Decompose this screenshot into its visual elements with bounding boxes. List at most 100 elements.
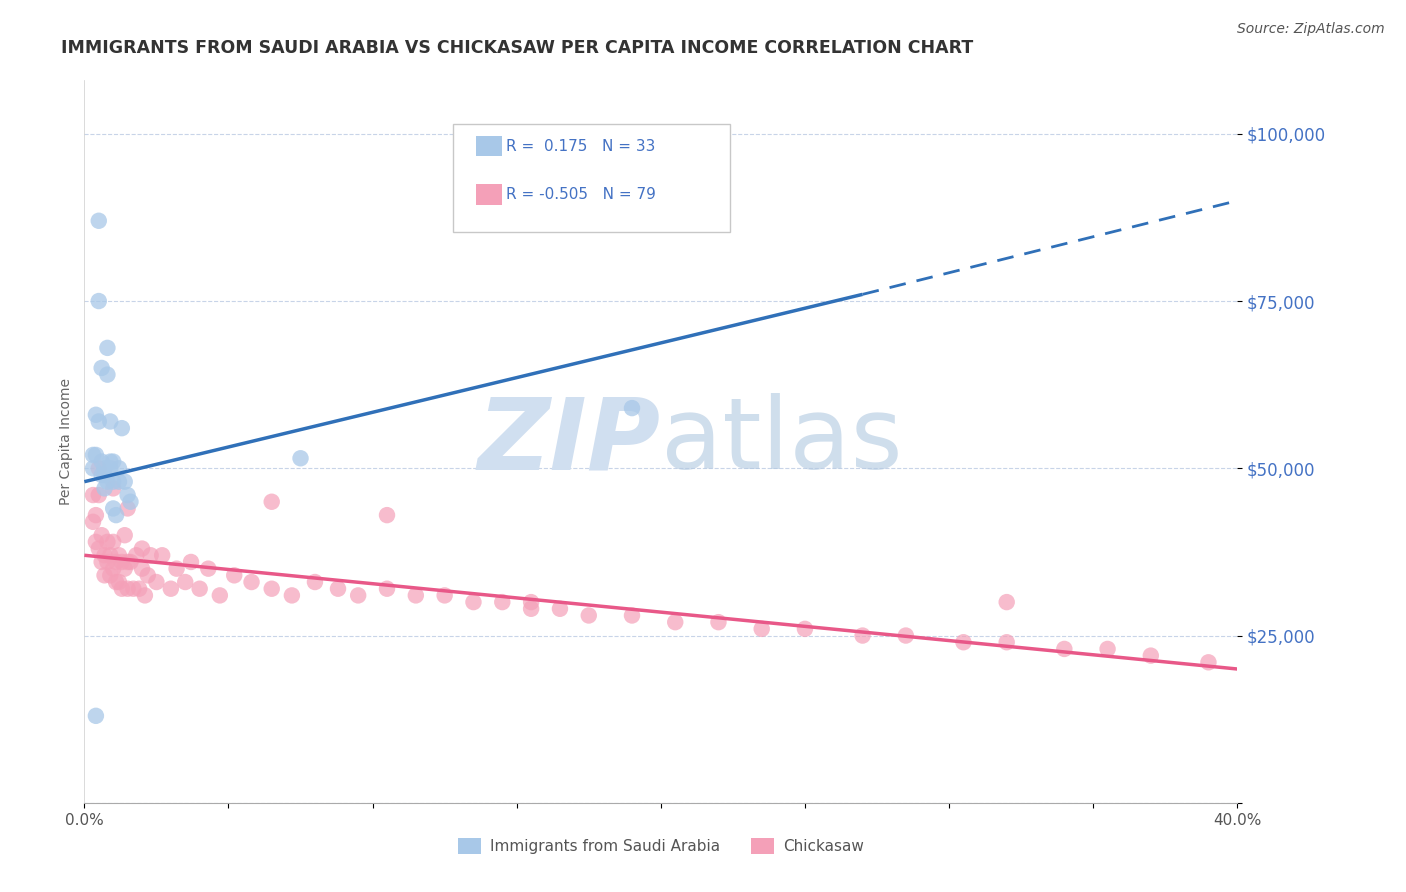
- Text: R =  0.175   N = 33: R = 0.175 N = 33: [506, 138, 655, 153]
- Point: [84, 448, 107, 462]
- Point: [84, 534, 107, 549]
- Point: [84, 408, 107, 422]
- Point: [120, 494, 142, 508]
- Text: IMMIGRANTS FROM SAUDI ARABIA VS CHICKASAW PER CAPITA INCOME CORRELATION CHART: IMMIGRANTS FROM SAUDI ARABIA VS CHICKASA…: [62, 38, 973, 56]
- Point: [995, 635, 1018, 649]
- Point: [136, 568, 159, 582]
- Point: [108, 461, 131, 475]
- Point: [180, 555, 202, 569]
- Point: [122, 582, 145, 596]
- Point: [166, 562, 188, 576]
- Point: [240, 575, 263, 590]
- Point: [103, 454, 124, 469]
- Point: [90, 454, 112, 469]
- Point: [952, 635, 974, 649]
- Point: [128, 582, 150, 596]
- Point: [150, 548, 173, 563]
- Text: Source: ZipAtlas.com: Source: ZipAtlas.com: [1237, 22, 1385, 37]
- Point: [98, 454, 121, 469]
- Point: [707, 615, 730, 630]
- Point: [103, 501, 124, 516]
- Point: [93, 548, 115, 563]
- Point: [98, 461, 121, 475]
- Point: [117, 488, 139, 502]
- Point: [103, 562, 124, 576]
- Point: [578, 608, 600, 623]
- Point: [326, 582, 349, 596]
- Point: [1053, 642, 1076, 657]
- Point: [117, 501, 139, 516]
- Point: [93, 467, 115, 482]
- Point: [105, 555, 128, 569]
- Point: [664, 615, 686, 630]
- Point: [751, 622, 773, 636]
- Point: [304, 575, 326, 590]
- Point: [103, 475, 124, 489]
- Point: [1097, 642, 1119, 657]
- Point: [87, 541, 110, 556]
- Y-axis label: Per Capita Income: Per Capita Income: [59, 378, 73, 505]
- Point: [82, 448, 104, 462]
- Text: atlas: atlas: [661, 393, 903, 490]
- Point: [621, 401, 644, 416]
- Point: [90, 555, 112, 569]
- Point: [84, 508, 107, 523]
- Point: [347, 589, 370, 603]
- Point: [621, 608, 644, 623]
- Point: [108, 575, 131, 590]
- Point: [114, 562, 136, 576]
- Point: [93, 482, 115, 496]
- Point: [96, 368, 118, 382]
- Point: [108, 548, 131, 563]
- Point: [131, 541, 153, 556]
- Point: [120, 555, 142, 569]
- Point: [463, 595, 485, 609]
- Point: [375, 508, 398, 523]
- Point: [98, 568, 121, 582]
- Point: [894, 628, 917, 642]
- Point: [105, 508, 128, 523]
- Point: [87, 213, 110, 227]
- Point: [108, 475, 131, 489]
- Point: [82, 515, 104, 529]
- Point: [995, 595, 1018, 609]
- Point: [520, 595, 543, 609]
- Point: [125, 548, 148, 563]
- Point: [174, 575, 197, 590]
- Bar: [477, 185, 502, 204]
- Point: [90, 361, 112, 376]
- Point: [197, 562, 219, 576]
- Point: [794, 622, 817, 636]
- Point: [139, 548, 162, 563]
- Point: [145, 575, 167, 590]
- Point: [160, 582, 183, 596]
- Point: [96, 555, 118, 569]
- Point: [208, 589, 231, 603]
- Point: [491, 595, 513, 609]
- Point: [93, 461, 115, 475]
- Point: [224, 568, 246, 582]
- Point: [103, 482, 124, 496]
- Point: [111, 421, 134, 435]
- Point: [96, 534, 118, 549]
- Point: [84, 708, 107, 723]
- Point: [1140, 648, 1163, 663]
- Point: [433, 589, 456, 603]
- Point: [90, 528, 112, 542]
- Point: [96, 475, 118, 489]
- Point: [87, 461, 110, 475]
- Point: [87, 414, 110, 428]
- Point: [90, 467, 112, 482]
- Text: ZIP: ZIP: [478, 393, 661, 490]
- Point: [852, 628, 875, 642]
- Point: [114, 528, 136, 542]
- Legend: Immigrants from Saudi Arabia, Chickasaw: Immigrants from Saudi Arabia, Chickasaw: [451, 832, 870, 860]
- Point: [520, 602, 543, 616]
- Point: [93, 568, 115, 582]
- Point: [82, 461, 104, 475]
- Point: [87, 488, 110, 502]
- Point: [96, 341, 118, 355]
- Point: [134, 589, 156, 603]
- Point: [281, 589, 304, 603]
- Point: [111, 582, 134, 596]
